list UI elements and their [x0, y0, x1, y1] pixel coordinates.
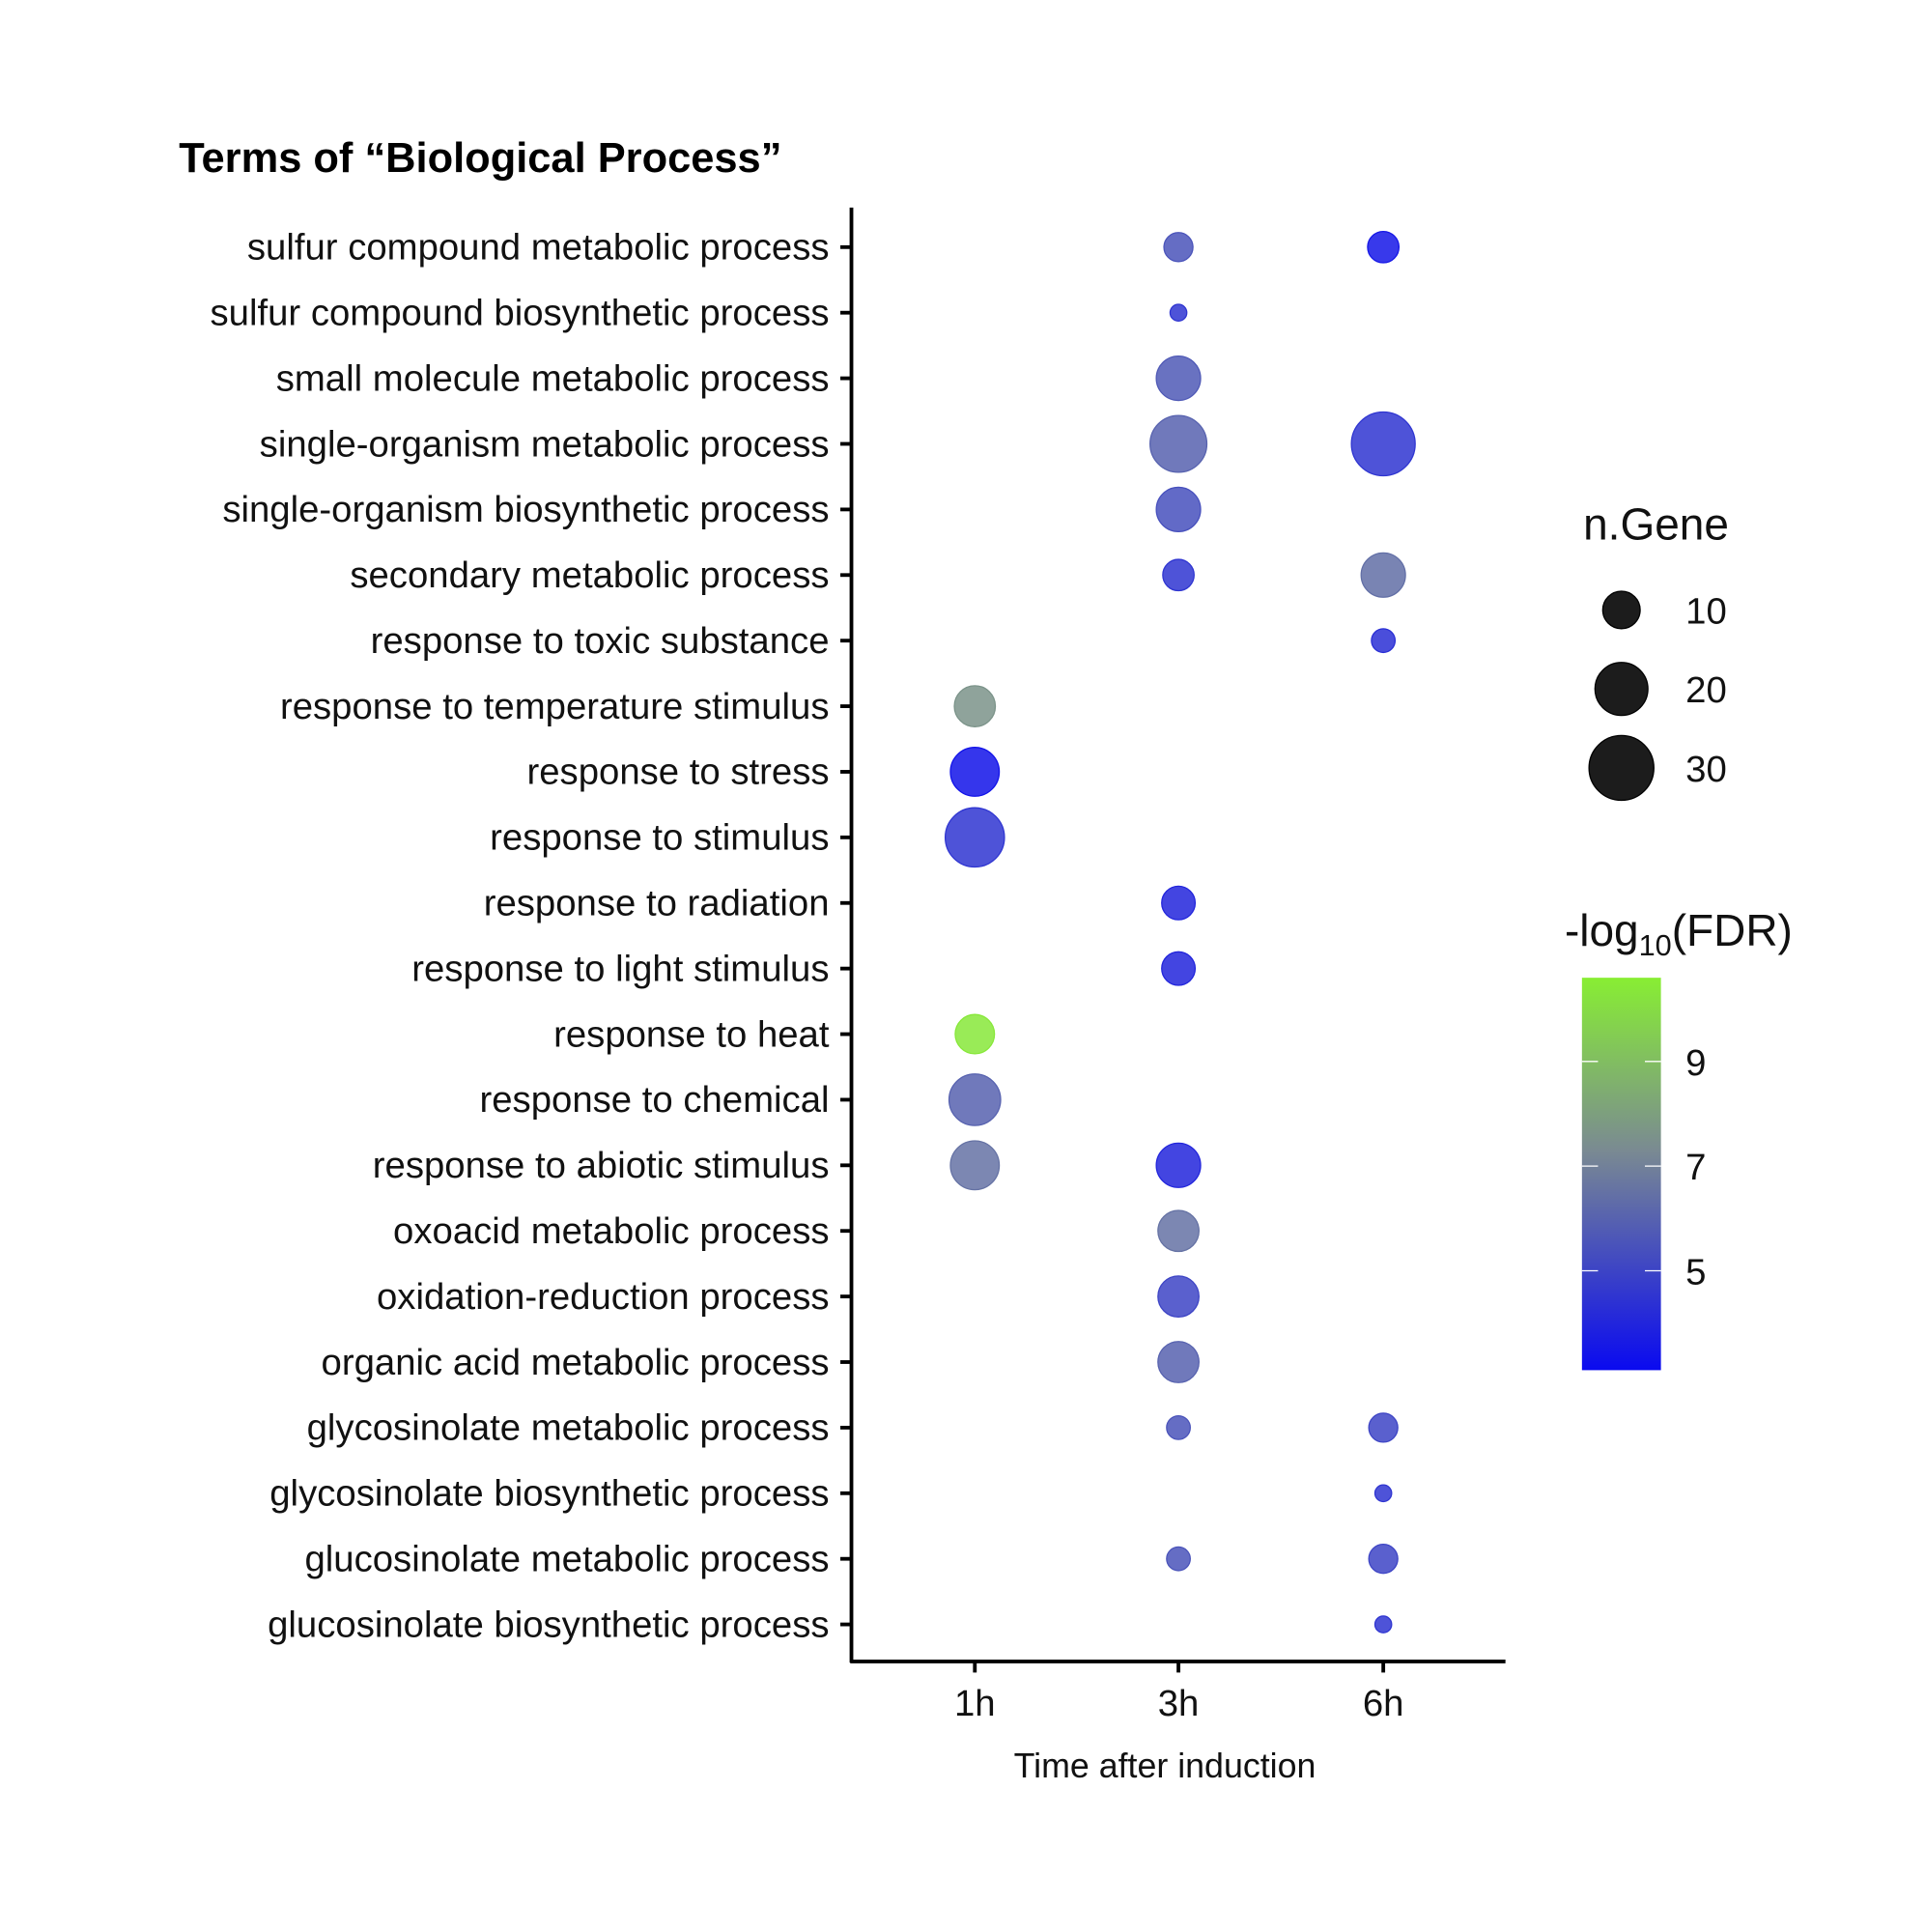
color-legend-label: 9 — [1685, 1042, 1706, 1084]
y-tick-label: response to light stimulus — [411, 948, 829, 989]
data-point — [949, 747, 1001, 797]
data-point — [954, 1013, 996, 1055]
data-point — [1166, 1546, 1191, 1572]
y-tick-label: response to abiotic stimulus — [373, 1145, 830, 1186]
data-point — [1169, 303, 1188, 323]
color-legend-ticks: 9 7 5 — [1581, 1042, 1706, 1293]
y-tick-label: oxoacid metabolic process — [393, 1210, 829, 1252]
y-tick-label: glycosinolate biosynthetic process — [269, 1473, 829, 1515]
y-tick-label: sulfur compound biosynthetic process — [211, 292, 830, 333]
color-legend-title-prefix: -log — [1565, 905, 1639, 955]
chart-title: Terms of “Biological Process” — [179, 135, 781, 182]
data-point — [1155, 1142, 1202, 1188]
size-legend-label: 30 — [1685, 749, 1727, 790]
data-point — [1157, 1341, 1200, 1383]
y-tick-label: small molecule metabolic process — [276, 357, 830, 399]
y-tick-label: glucosinolate biosynthetic process — [268, 1604, 829, 1645]
size-legend-title: n.Gene — [1583, 499, 1729, 550]
y-tick-label: organic acid metabolic process — [322, 1342, 830, 1383]
color-bar — [1581, 978, 1661, 1371]
data-point — [944, 807, 1005, 868]
data-point — [948, 1073, 1002, 1126]
x-tick-label: 6h — [1363, 1683, 1404, 1724]
data-point — [1350, 411, 1416, 477]
data-point — [1155, 486, 1202, 532]
data-point — [1367, 230, 1401, 264]
y-tick-label: response to temperature stimulus — [280, 686, 830, 727]
data-point — [1371, 628, 1397, 654]
x-tick-label: 3h — [1158, 1683, 1200, 1724]
size-legend: 10 20 30 — [1588, 590, 1727, 802]
data-point — [1162, 558, 1195, 592]
y-tick-label: response to radiation — [484, 883, 830, 924]
color-legend-title: -log10(FDR) — [1565, 905, 1793, 962]
color-legend-title-suffix: (FDR) — [1672, 905, 1793, 955]
color-legend-label: 5 — [1685, 1252, 1706, 1293]
data-point — [1360, 552, 1406, 598]
y-tick-label: oxidation-reduction process — [377, 1276, 830, 1318]
y-tick-label: response to stress — [526, 752, 829, 793]
color-legend-title-sub: 10 — [1639, 929, 1672, 962]
y-tick-label: response to chemical — [479, 1079, 829, 1121]
data-point — [1368, 1412, 1399, 1443]
data-point — [1149, 414, 1208, 473]
size-legend-label: 10 — [1685, 590, 1727, 632]
size-legend-label: 20 — [1685, 669, 1727, 711]
data-point — [949, 1140, 1001, 1191]
size-legend-key — [1588, 734, 1655, 802]
data-point — [953, 685, 997, 727]
data-point — [1157, 1275, 1200, 1318]
y-tick-label: single-organism biosynthetic process — [222, 489, 829, 530]
color-legend-label: 7 — [1685, 1147, 1706, 1188]
y-tick-label: response to heat — [553, 1013, 830, 1055]
x-tick-label: 1h — [954, 1683, 996, 1724]
y-tick-label: single-organism metabolic process — [260, 423, 830, 465]
data-points — [944, 230, 1416, 1634]
y-tick-label: glucosinolate metabolic process — [304, 1538, 829, 1579]
x-axis-labels: 1h 3h 6h — [954, 1661, 1404, 1724]
data-point — [1161, 951, 1197, 986]
data-point — [1155, 355, 1202, 402]
y-tick-label: sulfur compound metabolic process — [247, 227, 830, 269]
x-axis-title: Time after induction — [1014, 1747, 1316, 1785]
size-legend-key — [1594, 662, 1649, 717]
size-legend-key — [1601, 590, 1641, 630]
data-point — [1157, 1209, 1200, 1253]
data-point — [1368, 1544, 1399, 1575]
y-tick-label: glycosinolate metabolic process — [307, 1407, 830, 1449]
data-point — [1373, 1615, 1393, 1634]
data-point — [1166, 1414, 1191, 1440]
y-axis-labels: sulfur compound metabolic process sulfur … — [211, 227, 852, 1645]
data-point — [1373, 1484, 1393, 1503]
y-tick-label: response to stimulus — [490, 817, 829, 859]
data-point — [1163, 232, 1194, 263]
data-point — [1161, 885, 1197, 921]
y-tick-label: secondary metabolic process — [350, 554, 829, 596]
y-tick-label: response to toxic substance — [371, 620, 830, 662]
